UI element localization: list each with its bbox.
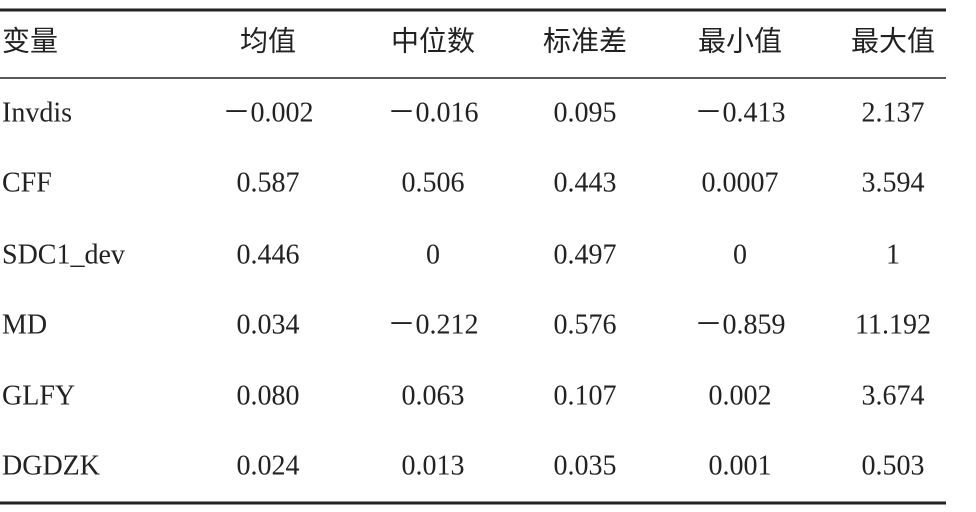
value-cell: 0.107 <box>554 380 617 411</box>
value-cell: 0.503 <box>862 450 925 481</box>
value-cell: 2.137 <box>862 97 925 128</box>
value-cell: 11.192 <box>855 309 931 340</box>
value-cell: 0.446 <box>237 239 300 270</box>
value-cell: 3.674 <box>862 380 925 411</box>
header-cell: 均值 <box>240 25 296 57</box>
value-cell: 0 <box>733 239 747 270</box>
value-cell: 0.497 <box>554 239 617 270</box>
value-cell: －0.016 <box>387 97 478 128</box>
variable-cell: MD <box>2 309 47 340</box>
value-cell: 0.576 <box>554 309 617 340</box>
value-cell: 0.0007 <box>702 167 779 198</box>
value-cell: 0.024 <box>237 450 300 481</box>
value-cell: －0.859 <box>694 309 785 340</box>
value-cell: 0.443 <box>554 167 617 198</box>
value-cell: 0.035 <box>554 450 617 481</box>
value-cell: 0.063 <box>402 380 465 411</box>
value-cell: 0.506 <box>402 167 465 198</box>
value-cell: 0.080 <box>237 380 300 411</box>
header-cell: 最小值 <box>698 25 782 57</box>
value-cell: 0.095 <box>554 97 617 128</box>
variable-cell: CFF <box>2 167 52 198</box>
header-cell: 变量 <box>2 25 58 57</box>
header-cell: 最大值 <box>851 25 935 57</box>
value-cell: 0.001 <box>709 450 772 481</box>
variable-cell: Invdis <box>2 97 72 128</box>
header-cell: 中位数 <box>391 25 475 57</box>
value-cell: 3.594 <box>862 167 925 198</box>
variable-cell: DGDZK <box>2 450 100 481</box>
value-cell: －0.212 <box>387 309 478 340</box>
variable-cell: GLFY <box>2 380 75 411</box>
value-cell: 0.002 <box>709 380 772 411</box>
value-cell: 0.587 <box>237 167 300 198</box>
value-cell: 0.034 <box>237 309 300 340</box>
value-cell: 1 <box>886 239 900 270</box>
variable-cell: SDC1_dev <box>2 239 125 270</box>
value-cell: 0.013 <box>402 450 465 481</box>
value-cell: －0.413 <box>694 97 785 128</box>
header-cell: 标准差 <box>543 25 627 57</box>
value-cell: －0.002 <box>222 97 313 128</box>
value-cell: 0 <box>426 239 440 270</box>
